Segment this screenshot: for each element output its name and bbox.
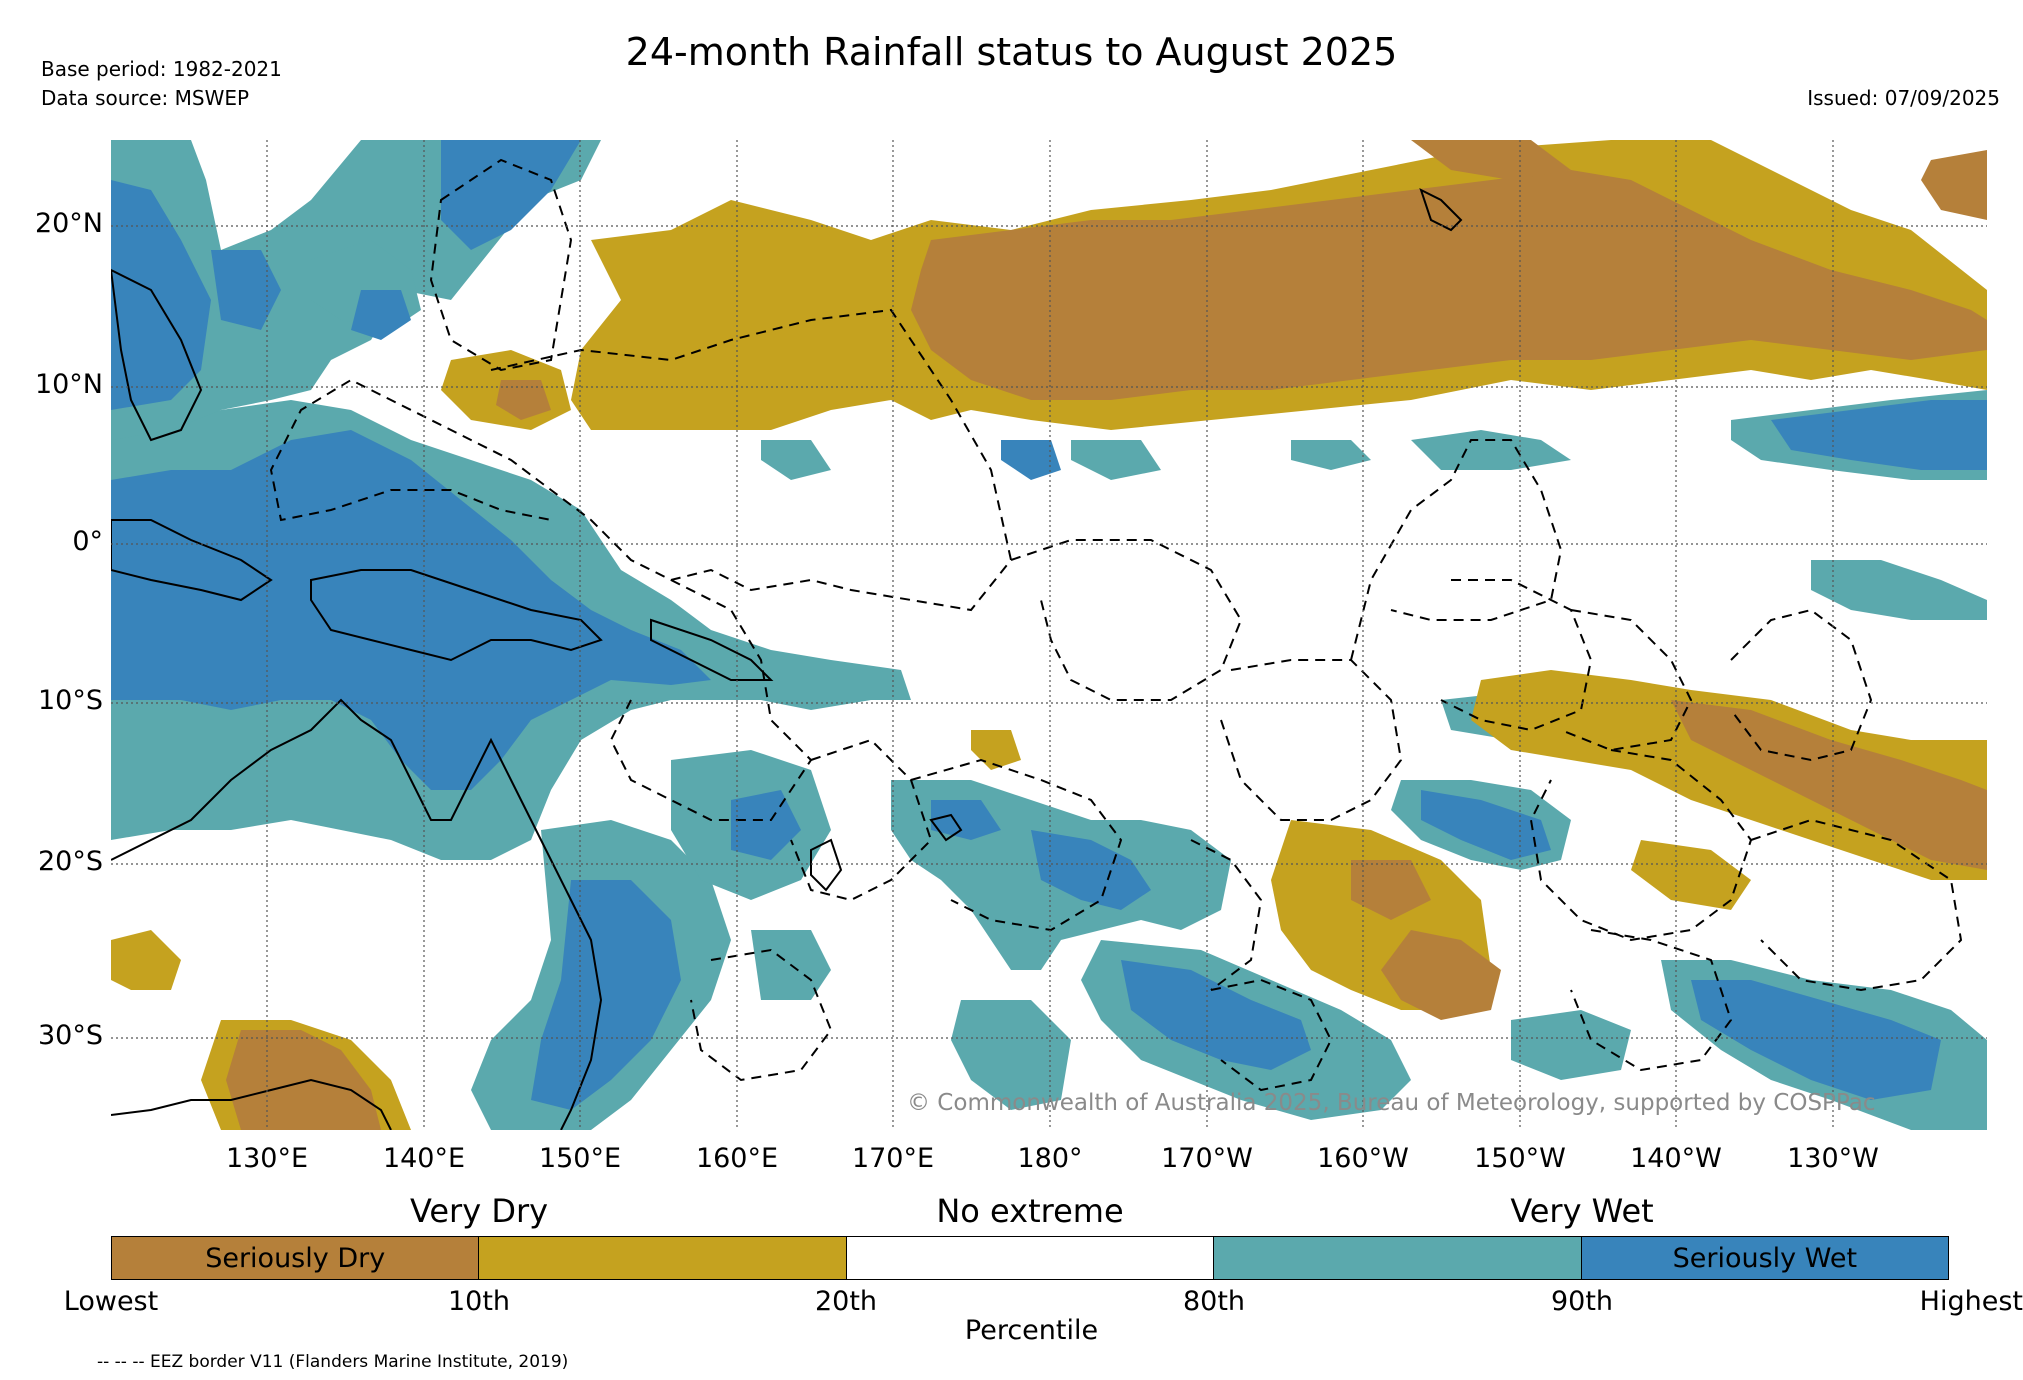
legend-cell-very-dry [479,1237,847,1279]
copyright-notice: © Commonwealth of Australia 2025, Bureau… [907,1090,1876,1116]
dry-region-north-pacific [441,140,1987,430]
lon-label-150e: 150°E [538,1143,622,1174]
legend-cell-seriously-dry: Seriously Dry [112,1237,480,1279]
legend-tick-80th: 80th [1182,1286,1246,1317]
coastlines [111,188,1463,1130]
lon-label-160e: 160°E [695,1143,779,1174]
wet-region-southwest-pacific [891,780,1411,1120]
issued-date-label: Issued: 07/09/2025 [1807,86,2000,110]
wet-region-south-central [1391,780,1631,1080]
wet-region-coral-tasman [471,750,831,1130]
legend-tick-highest: Highest [1919,1286,2023,1317]
legend-tick-90th: 90th [1550,1286,1614,1317]
legend-heading-no-extreme: No extreme [936,1192,1124,1230]
lon-label-130w: 130°W [1787,1143,1879,1174]
legend-cell-seriously-wet: Seriously Wet [1581,1237,1949,1279]
lon-label-130e: 130°E [225,1143,309,1174]
map-title: 24-month Rainfall status to August 2025 [625,30,1398,74]
legend-tick-lowest: Lowest [63,1286,159,1317]
rainfall-map [111,140,1987,1130]
lon-label-150w: 150°W [1474,1143,1566,1174]
lat-label-30s: 30°S [38,1020,103,1051]
lat-label-20s: 20°S [38,846,103,877]
dry-region-southern-australia [111,730,1021,1130]
lon-label-140w: 140°W [1630,1143,1722,1174]
data-source-label: Data source: MSWEP [41,86,250,110]
lat-label-10s: 10°S [38,685,103,716]
legend-colorbar: Seriously Dry Seriously Wet [111,1236,1949,1280]
dry-region-south-pacific [1271,670,1987,1020]
base-period-label: Base period: 1982-2021 [41,57,282,81]
lon-label-160w: 160°W [1317,1143,1409,1174]
eez-borders [269,158,1963,1092]
legend-axis-label: Percentile [964,1315,1099,1346]
lon-label-180: 180° [1017,1143,1083,1174]
wet-region-northeast [761,390,1987,480]
lon-label-170w: 170°W [1161,1143,1253,1174]
legend-tick-20th: 20th [814,1286,878,1317]
legend-tick-10th: 10th [447,1286,511,1317]
lat-label-equator: 0° [72,526,103,557]
legend-heading-very-wet: Very Wet [1510,1192,1654,1230]
legend-heading-very-dry: Very Dry [409,1192,549,1230]
lat-label-10n: 10°N [34,369,103,400]
lon-label-140e: 140°E [382,1143,466,1174]
legend-cell-very-wet [1214,1237,1582,1279]
map-gridlines [111,140,1987,1130]
eez-footnote: -- -- -- EEZ border V11 (Flanders Marine… [97,1352,569,1372]
lat-label-20n: 20°N [34,208,103,239]
legend-cell-no-extreme [846,1237,1215,1279]
lon-label-170e: 170°E [851,1143,935,1174]
